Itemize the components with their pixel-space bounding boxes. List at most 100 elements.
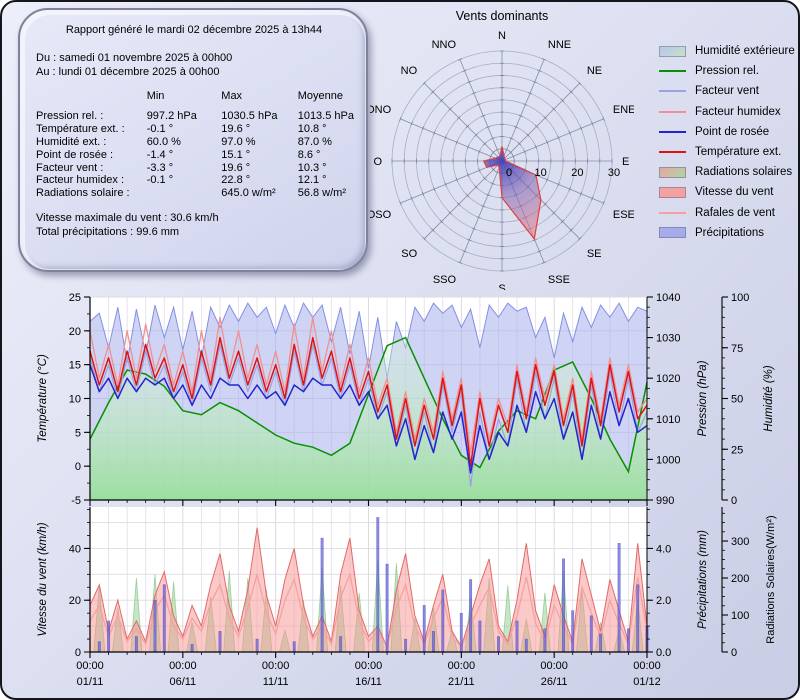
x-time-label: 00:00 <box>355 660 383 672</box>
legend-swatch <box>659 186 686 198</box>
legend-swatch <box>659 227 686 239</box>
y-tick-label: 100 <box>731 610 749 622</box>
compass-label: SSE <box>548 274 570 286</box>
fvent-line <box>89 343 648 488</box>
rose-tick <box>481 114 486 118</box>
rose-tick <box>433 186 436 192</box>
rose-tick <box>543 202 548 207</box>
rose-tick <box>532 80 537 84</box>
rose-tick <box>504 148 509 151</box>
rose-tick <box>508 150 513 155</box>
legend-swatch <box>659 110 686 113</box>
rose-tick <box>552 211 556 215</box>
legend-item-7: Radiations solaires <box>659 163 792 181</box>
stats-cell: 10.3 ° <box>297 161 327 174</box>
precip-bar <box>385 563 389 653</box>
stats-cell: Facteur vent : <box>36 161 104 174</box>
rose-tick <box>474 133 478 137</box>
y-tick-label: 100 <box>731 292 749 304</box>
rose-spoke <box>501 82 581 162</box>
compass-label: NNE <box>548 39 571 51</box>
stats-cell: 87.0 % <box>297 135 332 148</box>
rose-tick <box>422 236 427 241</box>
x-date-label: 06/11 <box>169 676 196 688</box>
rose-tick <box>579 126 583 131</box>
rose-tick <box>490 137 495 140</box>
precip-bar <box>515 620 519 653</box>
rose-tick <box>466 172 470 178</box>
legend-item-10: Précipitations <box>659 224 764 242</box>
y-tick-label: 1040 <box>656 292 680 304</box>
stats-cell: 97.0 % <box>221 135 256 148</box>
rose-spoke <box>501 118 604 162</box>
y-tick-label: 15 <box>69 360 81 372</box>
stats-row: Radiations solaire : 645.0 w/m² 56.8 w/m² <box>36 187 354 200</box>
rose-tick <box>569 228 573 232</box>
rose-tick <box>465 193 470 198</box>
legend-swatch <box>659 45 686 57</box>
precip-bar <box>292 641 296 653</box>
y-tick-label: 5 <box>75 427 81 439</box>
stats-cell: 60.0 % <box>146 135 181 148</box>
compass-label: SO <box>401 248 417 260</box>
y-tick-label: 0 <box>731 495 737 507</box>
rose-tick <box>557 182 560 187</box>
stats-cell: -0.1 ° <box>146 174 174 187</box>
rose-tick <box>431 228 435 232</box>
radius-label: 0 <box>506 167 512 179</box>
rose-tick <box>433 130 436 136</box>
windrose-title: Vents dominants <box>456 9 548 23</box>
stats-row: Humidité ext. : 60.0 % 97.0 % 87.0 % <box>36 136 354 149</box>
rose-tick <box>444 135 447 140</box>
rose-tick <box>410 196 413 201</box>
stats-cell: Humidité ext. : <box>36 135 107 148</box>
rose-spoke <box>423 82 503 162</box>
compass-label: ESE <box>613 209 634 221</box>
stats-cell: 8.6 ° <box>297 148 321 161</box>
compass-label: NE <box>587 65 602 77</box>
compass-label: N <box>498 30 506 42</box>
rose-tick <box>568 130 571 136</box>
humidex-line <box>89 316 648 454</box>
y-tick-label: 0 <box>731 647 737 659</box>
precip-bar <box>190 643 194 653</box>
stats-col-empty <box>36 90 147 110</box>
rose-spoke <box>459 160 503 263</box>
stats-row: Facteur vent : -3.3 ° 19.6 ° 10.3 ° <box>36 161 354 174</box>
wind-area <box>89 527 648 653</box>
rose-tick <box>591 121 594 126</box>
rose-tick <box>537 250 542 253</box>
rose-tick <box>602 200 605 206</box>
precip-bar <box>617 543 621 653</box>
humidity-axis-label: Humidité (%) <box>763 365 775 432</box>
rose-tick <box>456 115 461 120</box>
y-tick-label: 0.0 <box>656 647 671 659</box>
precip-bar <box>571 610 575 653</box>
rose-tick <box>474 185 478 189</box>
stats-cell: 997.2 hPa <box>146 110 197 123</box>
compass-label: NO <box>401 65 418 77</box>
y-tick-label: 20 <box>69 326 81 338</box>
wind-max-text: Vitesse maximale du vent : 30.6 km/h <box>36 211 219 224</box>
stats-cell: 22.8 ° <box>221 174 251 187</box>
rose-tick <box>462 69 467 72</box>
legend-swatch <box>659 70 686 73</box>
stats-row: Température ext. : -0.1 ° 19.6 ° 10.8 ° <box>36 123 354 136</box>
x-date-label: 16/11 <box>355 676 382 688</box>
compass-label: SSO <box>433 274 457 286</box>
rose-tick <box>471 92 477 95</box>
stats-header-row: Min Max Moyenne <box>36 90 354 110</box>
rose-tick <box>495 171 500 174</box>
rose-tick <box>439 219 444 224</box>
timeseries-charts: -505101520259901000101010201030104002550… <box>37 292 777 688</box>
compass-label: NNO <box>432 39 457 51</box>
rose-tick <box>517 141 522 146</box>
rose-tick <box>495 148 500 151</box>
y-tick-label: 10 <box>69 394 81 406</box>
rose-tick <box>410 121 413 126</box>
precip-bar <box>589 615 593 653</box>
compass-label: OSO <box>370 209 392 221</box>
stats-cell: Pression rel. : <box>36 110 104 123</box>
rose-tick <box>512 154 515 159</box>
rose-tick <box>579 191 583 196</box>
